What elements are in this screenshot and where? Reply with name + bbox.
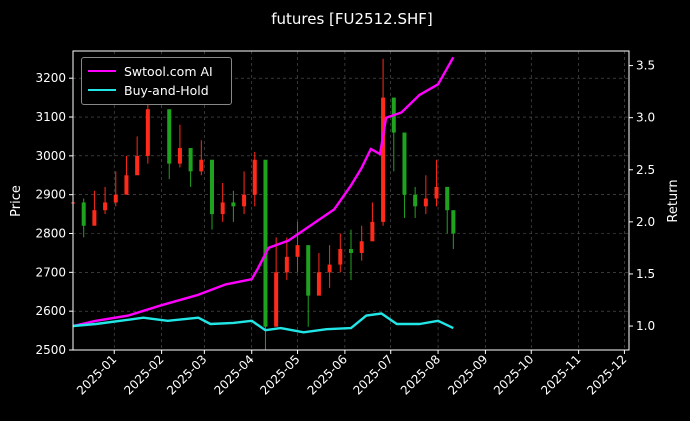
candle-body — [434, 186, 439, 199]
y-tick-label: 2700 — [35, 265, 66, 279]
candle-body — [167, 109, 172, 164]
candle-body — [252, 159, 257, 195]
candle-body — [381, 97, 386, 222]
candle-body — [92, 210, 97, 226]
y2-tick-label: 3.5 — [636, 59, 655, 73]
legend-swatch-buy-and-hold — [88, 89, 116, 91]
candle-body — [370, 221, 375, 242]
candle-body — [145, 109, 150, 156]
candle-body — [306, 245, 311, 296]
candle-body — [359, 241, 364, 253]
candle-body — [327, 264, 332, 273]
y2-axis-label: Return — [666, 179, 681, 222]
candle-body — [413, 194, 418, 207]
candle-body — [231, 202, 236, 207]
series-line-buy-and-hold — [72, 312, 454, 334]
candle-body — [451, 210, 456, 234]
y-tick-label: 2800 — [35, 227, 66, 241]
candle-body — [295, 245, 300, 257]
y2-tick-label: 1.5 — [636, 267, 655, 281]
candlestick-series — [71, 58, 456, 350]
candle-body — [316, 272, 321, 296]
legend: Swtool.com AI Buy-and-Hold — [81, 57, 232, 105]
return-lines — [72, 56, 455, 334]
candle-body — [188, 148, 193, 172]
candle-body — [423, 198, 428, 207]
candle-body — [402, 132, 407, 195]
legend-label-buy-and-hold: Buy-and-Hold — [124, 82, 209, 98]
plot-frame — [72, 50, 630, 351]
candle-body — [274, 272, 279, 327]
y-tick-label: 3100 — [35, 110, 66, 124]
y2-tick-label: 3.0 — [636, 111, 655, 125]
candle-body — [124, 175, 129, 195]
candle-body — [220, 202, 225, 215]
legend-item-buy-and-hold: Buy-and-Hold — [88, 81, 209, 99]
candle-body — [263, 159, 268, 327]
candle-body — [103, 202, 108, 211]
candle-body — [177, 148, 182, 164]
y-axis-label: Price — [9, 185, 24, 217]
y-axis-left: 2500 2600 2700 2800 2900 3000 3100 3200 — [35, 71, 73, 357]
y-tick-label: 2900 — [35, 188, 66, 202]
y-tick-label: 3200 — [35, 71, 66, 85]
y-tick-label: 3000 — [35, 149, 66, 163]
candle-body — [210, 159, 214, 215]
y-tick-label: 2600 — [35, 304, 66, 318]
chart-title: futures [FU2512.SHF] — [271, 10, 433, 28]
candle-body — [242, 194, 247, 207]
y-axis-right: 1.0 1.5 2.0 2.5 3.0 3.5 — [629, 59, 655, 333]
candle-body — [135, 155, 140, 176]
legend-swatch-swtool — [88, 70, 116, 72]
candle-body — [81, 202, 86, 226]
candle-body — [349, 249, 353, 253]
candle-body — [113, 194, 118, 203]
candle-body — [338, 249, 343, 265]
candle-body — [445, 186, 450, 211]
y2-tick-label: 1.0 — [636, 319, 655, 333]
y2-tick-label: 2.5 — [636, 163, 655, 177]
legend-label-swtool: Swtool.com AI — [124, 63, 213, 79]
y2-tick-label: 2.0 — [636, 215, 655, 229]
candle-body — [284, 256, 289, 273]
candle-body — [199, 159, 204, 172]
legend-item-swtool: Swtool.com AI — [88, 62, 213, 80]
y-tick-label: 2500 — [35, 343, 66, 357]
series-line-swtool — [72, 56, 455, 328]
